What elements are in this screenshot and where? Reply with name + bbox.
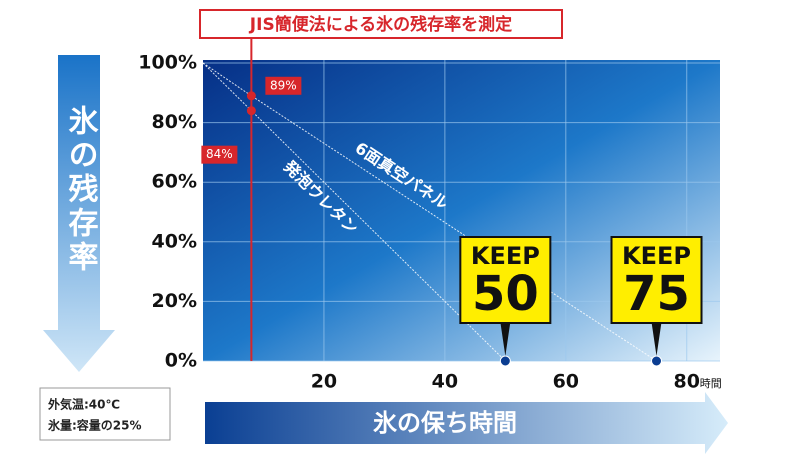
x-tick-label: 80 — [674, 371, 700, 393]
value-label-box — [201, 145, 238, 164]
y-axis-arrow — [43, 55, 115, 372]
callout-number: 50 — [472, 266, 539, 322]
data-point — [246, 106, 256, 116]
callout-box — [459, 236, 552, 324]
y-axis-label: 氷の残存率 — [63, 105, 99, 275]
value-label-box — [265, 76, 302, 95]
note: 氷量:容量の25% — [47, 418, 142, 433]
y-tick-label: 20% — [152, 290, 197, 312]
callout-pointer — [651, 322, 662, 356]
note: 外気温:40℃ — [48, 397, 120, 412]
x-axis-arrow — [205, 392, 728, 454]
x-tick-label: 20 — [311, 371, 337, 393]
x-unit: 時間 — [700, 377, 722, 390]
chart-title: JIS簡便法による氷の残存率を測定 — [249, 14, 512, 35]
data-point — [651, 355, 663, 367]
y-tick-label: 40% — [152, 230, 197, 252]
callout-box — [610, 236, 703, 324]
x-tick-label: 40 — [432, 371, 458, 393]
data-point — [499, 355, 511, 367]
y-tick-label: 100% — [138, 52, 197, 74]
callout-number: 75 — [623, 266, 690, 322]
callout-pointer — [500, 322, 511, 356]
x-axis-label: 氷の保ち時間 — [373, 409, 517, 437]
callout-text: KEEP — [471, 242, 540, 270]
series-line — [202, 62, 657, 362]
y-tick-label: 0% — [165, 350, 197, 372]
callout-text: KEEP — [622, 242, 691, 270]
value-label: 84% — [206, 147, 233, 161]
data-point — [246, 91, 256, 101]
x-tick-label: 60 — [553, 371, 579, 393]
note-box — [39, 387, 171, 441]
value-label: 89% — [270, 78, 297, 92]
y-tick-label: 60% — [152, 171, 197, 193]
title-box — [199, 9, 563, 39]
y-tick-label: 80% — [152, 111, 197, 133]
